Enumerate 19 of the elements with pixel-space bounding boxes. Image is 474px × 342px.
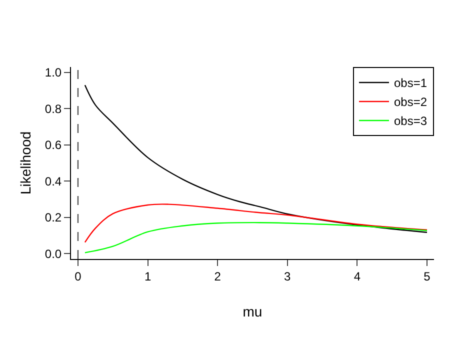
y-tick-label: 1.0 (44, 66, 62, 80)
line-series (84, 204, 428, 243)
legend-label: obs=3 (394, 114, 428, 128)
y-tick-label: 0.8 (44, 102, 62, 116)
legend-label: obs=2 (394, 95, 428, 110)
line-series (84, 222, 428, 254)
x-tick-label: 3 (284, 269, 292, 284)
y-tick-label: 0.6 (44, 138, 62, 152)
x-tick-label: 5 (424, 269, 431, 284)
y-tick-label: 0.4 (44, 174, 62, 188)
y-tick-label: 0.0 (44, 246, 62, 261)
x-tick-label: 4 (354, 269, 361, 284)
y-axis-title: Likelihood (18, 131, 34, 195)
x-tick-label: 2 (214, 269, 222, 284)
legend-label: obs=1 (394, 76, 428, 90)
x-tick-label: 1 (144, 269, 152, 284)
x-axis-title: mu (242, 304, 262, 320)
y-tick-label: 0.2 (44, 210, 62, 225)
x-tick-label: 0 (74, 269, 82, 284)
